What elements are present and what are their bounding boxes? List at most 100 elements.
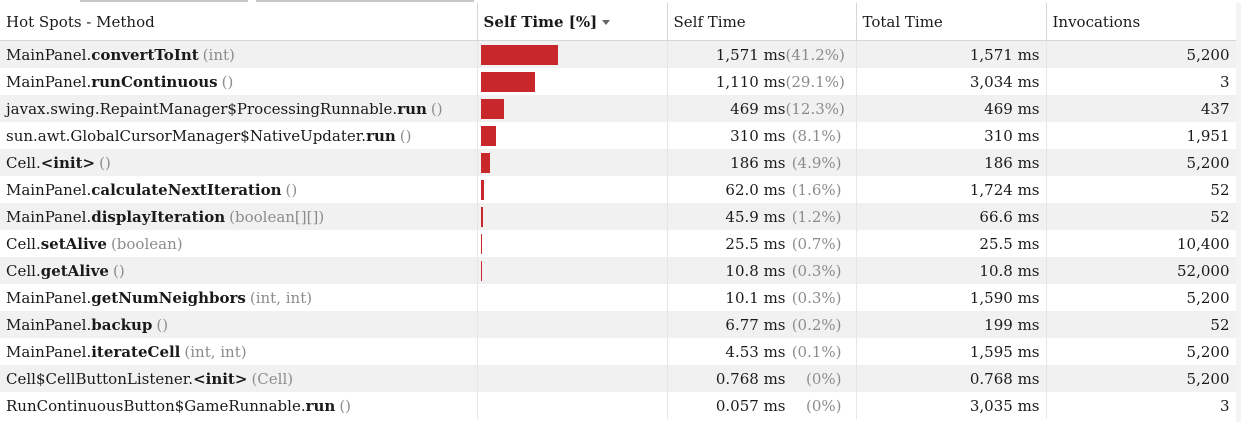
method-cell: RunContinuousButton$GameRunnable.run() [0, 392, 478, 419]
self-percent-bar [480, 206, 483, 227]
table-row[interactable]: Cell.getAlive() 10.8 ms (0.3%) 10.8 ms 52,00… [0, 257, 1237, 284]
invocations-cell: 1,951 [1046, 122, 1237, 149]
invocations-cell: 52,000 [1046, 257, 1237, 284]
invocations-cell: 437 [1046, 95, 1237, 122]
hot-spots-table: Hot Spots - Method Self Time [%] Self Ti… [0, 3, 1237, 419]
column-header-method[interactable]: Hot Spots - Method [0, 3, 478, 41]
table-row[interactable]: Cell$CellButtonListener.<init> (Cell) 0.76… [0, 365, 1237, 392]
self-time-ms: 0.768 ms [715, 369, 786, 388]
self-time-cell: 62.0 ms (1.6%) [667, 176, 857, 203]
invocations-cell: 5,200 [1046, 40, 1237, 68]
method-name: <init> [193, 369, 248, 388]
method-cell: MainPanel.calculateNextIteration() [0, 176, 478, 203]
method-class: Cell. [6, 234, 41, 253]
total-time-cell: 199 ms [856, 311, 1047, 338]
invocations-cell: 52 [1046, 176, 1237, 203]
method-name: getAlive [40, 261, 109, 280]
table-row[interactable]: MainPanel.convertToInt (int) 1,571 ms(41.2… [0, 40, 1237, 68]
self-time-cell: 0.057 ms (0%) [667, 392, 857, 419]
total-time-cell: 3,034 ms [856, 68, 1047, 95]
self-time-percent: (0.3%) [791, 288, 842, 307]
method-name: <init> [40, 153, 96, 172]
method-class: MainPanel. [6, 315, 92, 334]
self-time-ms: 4.53 ms [725, 342, 786, 361]
self-time-percent: (1.2%) [791, 207, 842, 226]
total-time-cell: 186 ms [856, 149, 1047, 176]
method-cell: Cell$CellButtonListener.<init> (Cell) [0, 365, 478, 392]
self-time-percent: (0.7%) [791, 234, 842, 253]
self-time-cell: 186 ms (4.9%) [667, 149, 857, 176]
method-cell: sun.awt.GlobalCursorManager$NativeUpdate… [0, 122, 478, 149]
table-row[interactable]: Cell.<init>() 186 ms (4.9%) 186 ms 5,200 [0, 149, 1237, 176]
self-time-ms: 1,110 ms [715, 72, 786, 91]
invocations-cell: 52 [1046, 311, 1237, 338]
self-time-ms: 186 ms [730, 153, 786, 172]
method-params: (int) [202, 45, 235, 64]
self-time-cell: 6.77 ms (0.2%) [667, 311, 857, 338]
self-time-cell: 45.9 ms (1.2%) [667, 203, 857, 230]
self-time-percent: (0.3%) [791, 261, 842, 280]
column-header-self-time[interactable]: Self Time [667, 3, 857, 41]
method-name: convertToInt [91, 45, 199, 64]
total-time-cell: 10.8 ms [856, 257, 1047, 284]
table-row[interactable]: RunContinuousButton$GameRunnable.run() 0.… [0, 392, 1237, 419]
method-cell: Cell.<init>() [0, 149, 478, 176]
method-params: () [285, 180, 298, 199]
self-percent-bar-cell [477, 311, 668, 338]
self-percent-bar [480, 71, 535, 92]
method-name: run [397, 99, 427, 118]
self-time-percent: (29.1%) [785, 72, 845, 91]
self-time-percent: (4.9%) [791, 153, 842, 172]
column-header-self-percent[interactable]: Self Time [%] [477, 3, 668, 41]
invocations-cell: 5,200 [1046, 149, 1237, 176]
table-row[interactable]: javax.swing.RepaintManager$ProcessingRun… [0, 95, 1237, 122]
method-cell: MainPanel.displayIteration (boolean[][]) [0, 203, 478, 230]
self-percent-bar-cell [477, 392, 668, 419]
self-percent-bar-cell [477, 365, 668, 392]
method-name: runContinuous [91, 72, 218, 91]
table-row[interactable]: MainPanel.calculateNextIteration() 62.0 m… [0, 176, 1237, 203]
method-class: MainPanel. [6, 288, 92, 307]
total-time-cell: 66.6 ms [856, 203, 1047, 230]
method-params: () [99, 153, 111, 172]
method-cell: MainPanel.iterateCell (int, int) [0, 338, 478, 365]
self-percent-bar [480, 179, 484, 200]
method-class: MainPanel. [6, 180, 92, 199]
total-time-cell: 1,571 ms [856, 40, 1047, 68]
self-time-ms: 310 ms [730, 126, 786, 145]
method-class: sun.awt.GlobalCursorManager$NativeUpdate… [6, 126, 367, 145]
column-header-invocations[interactable]: Invocations [1046, 3, 1237, 41]
column-header-total-time[interactable]: Total Time [856, 3, 1047, 41]
self-percent-bar-cell [477, 338, 668, 365]
total-time-cell: 1,595 ms [856, 338, 1047, 365]
self-time-ms: 469 ms [730, 99, 786, 118]
method-class: Cell. [6, 153, 41, 172]
self-time-cell: 4.53 ms (0.1%) [667, 338, 857, 365]
self-time-ms: 62.0 ms [725, 180, 786, 199]
method-name: run [305, 396, 336, 415]
table-header-row: Hot Spots - Method Self Time [%] Self Ti… [0, 3, 1237, 41]
self-percent-bar [480, 44, 558, 65]
total-time-cell: 469 ms [856, 95, 1047, 122]
self-time-percent: (0%) [805, 369, 842, 388]
table-row[interactable]: sun.awt.GlobalCursorManager$NativeUpdate… [0, 122, 1237, 149]
method-name: backup [91, 315, 153, 334]
self-time-percent: (0%) [805, 396, 842, 415]
table-row[interactable]: MainPanel.iterateCell (int, int) 4.53 ms (0… [0, 338, 1237, 365]
table-row[interactable]: MainPanel.backup() 6.77 ms (0.2%) 199 ms 52 [0, 311, 1237, 338]
total-time-cell: 0.768 ms [856, 365, 1047, 392]
invocations-cell: 10,400 [1046, 230, 1237, 257]
table-row[interactable]: Cell.setAlive (boolean) 25.5 ms (0.7%) 25.5 … [0, 230, 1237, 257]
self-time-ms: 45.9 ms [725, 207, 786, 226]
method-params: (int, int) [184, 342, 247, 361]
table-row[interactable]: MainPanel.getNumNeighbors (int, int) 10.1 … [0, 284, 1237, 311]
method-name: getNumNeighbors [91, 288, 246, 307]
self-time-ms: 0.057 ms [715, 396, 786, 415]
tab-edge-left [80, 0, 248, 2]
self-percent-bar [480, 98, 504, 119]
vertical-scrollbar[interactable] [1236, 3, 1241, 422]
table-row[interactable]: MainPanel.runContinuous() 1,110 ms(29.1%)… [0, 68, 1237, 95]
table-row[interactable]: MainPanel.displayIteration (boolean[][]) 4… [0, 203, 1237, 230]
self-time-percent: (1.6%) [791, 180, 842, 199]
invocations-cell: 5,200 [1046, 365, 1237, 392]
